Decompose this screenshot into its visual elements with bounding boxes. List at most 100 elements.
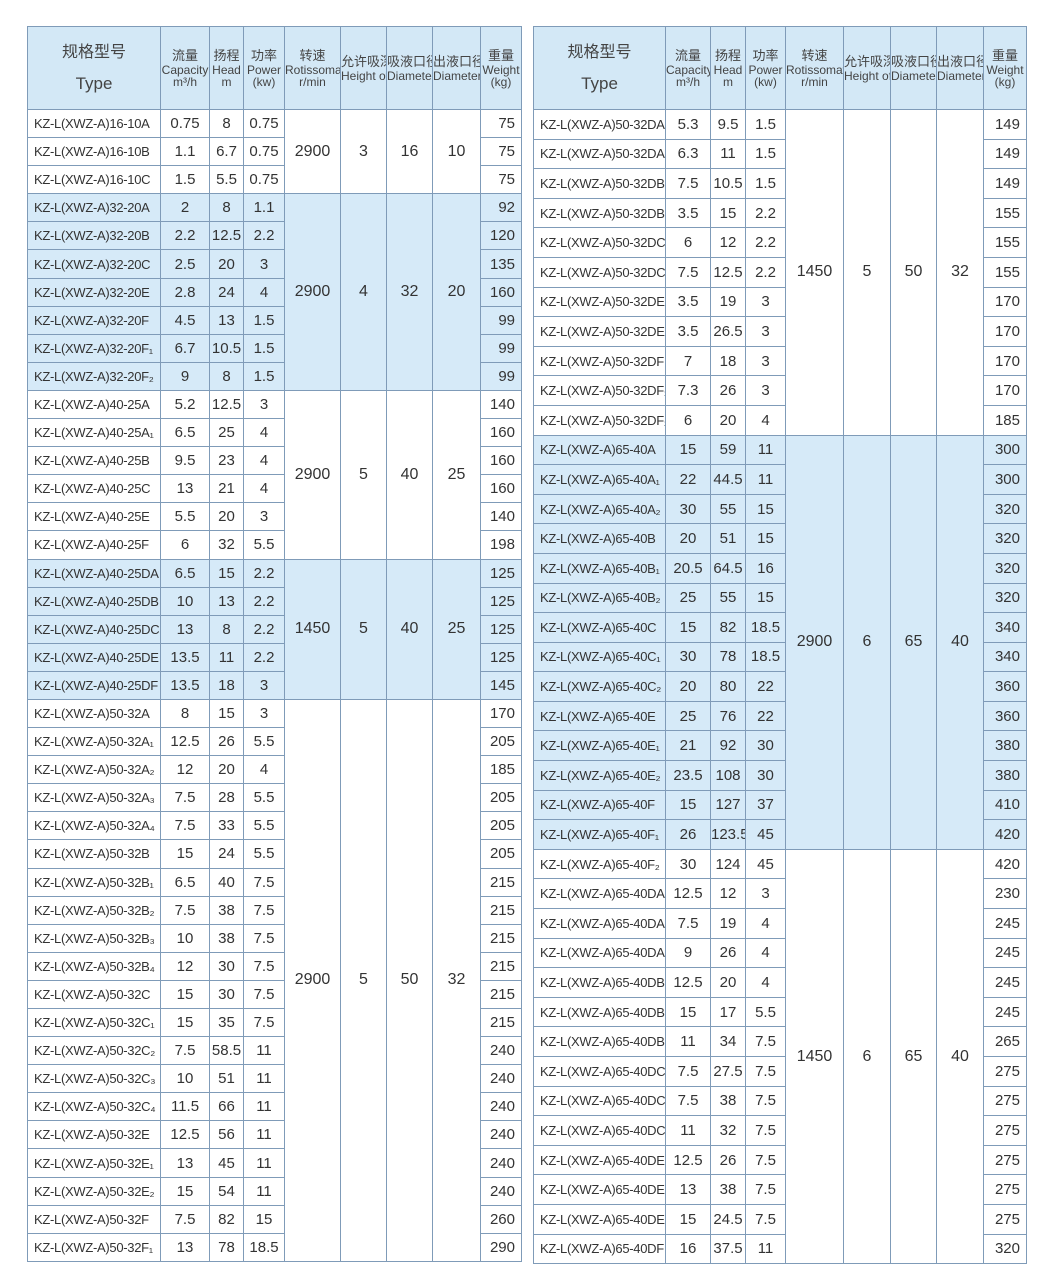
cell-head: 8 bbox=[209, 193, 244, 223]
table-row: KZ-L(XWZ-A)40-25C 13 21 4 160 bbox=[27, 474, 522, 504]
cell-weight: 240 bbox=[480, 1148, 522, 1178]
table-row: KZ-L(XWZ-A)50-32A 8 15 3 2900 5 50 32 170 bbox=[27, 698, 522, 1262]
cell-outlet: 32 bbox=[432, 698, 481, 1262]
cell-head: 12.5 bbox=[209, 389, 244, 420]
cell-head: 44.5 bbox=[710, 464, 746, 495]
cell-head: 5.5 bbox=[209, 165, 244, 195]
cell-head: 10.5 bbox=[209, 333, 244, 363]
header-suction-height: 允许吸深Height of Suciton bbox=[340, 26, 387, 110]
table-row: KZ-L(XWZ-A)50-32DC 6 12 2.2 155 bbox=[533, 227, 1027, 258]
cell-power: 37 bbox=[745, 789, 786, 821]
cell-type: KZ-L(XWZ-A)65-40DA bbox=[533, 878, 666, 910]
table-row: KZ-L(XWZ-A)50-32DB 7.5 10.5 1.5 149 bbox=[533, 168, 1027, 199]
cell-capacity: 6.5 bbox=[160, 558, 210, 588]
cell-power: 18.5 bbox=[745, 612, 786, 643]
cell-inlet: 40 bbox=[386, 558, 433, 700]
table-row: KZ-L(XWZ-A)40-25DA 6.5 15 2.2 1450 5 40 25 125 bbox=[27, 558, 522, 700]
table-row: KZ-L(XWZ-A)65-40DB 12.5 20 4 245 bbox=[533, 967, 1027, 998]
table-row: KZ-L(XWZ-A)50-32DE₁ 3.5 26.5 3 170 bbox=[533, 316, 1027, 347]
table-row: KZ-L(XWZ-A)40-25E 5.5 20 3 140 bbox=[27, 502, 522, 532]
header-unit-label: m bbox=[221, 74, 232, 89]
table-row: KZ-L(XWZ-A)65-40F 15 127 37 410 bbox=[533, 789, 1027, 821]
cell-type: KZ-L(XWZ-A)32-20E bbox=[27, 277, 161, 307]
cell-weight: 320 bbox=[983, 582, 1027, 614]
cell-power: 5.5 bbox=[243, 839, 285, 869]
cell-weight: 125 bbox=[480, 642, 522, 672]
table-row: KZ-L(XWZ-A)32-20F₂ 9 8 1.5 99 bbox=[27, 361, 522, 391]
cell-capacity: 11 bbox=[665, 1115, 711, 1146]
cell-power: 5.5 bbox=[243, 783, 285, 813]
cell-capacity: 7.5 bbox=[665, 908, 711, 939]
header-unit-label: m³/h bbox=[173, 74, 197, 89]
cell-type: KZ-L(XWZ-A)65-40DE₂ bbox=[533, 1203, 666, 1235]
header-en-label: Type bbox=[75, 73, 113, 93]
cell-weight: 198 bbox=[480, 530, 522, 560]
cell-head: 8 bbox=[209, 361, 244, 391]
header-cn-label: 流量 bbox=[674, 47, 701, 63]
cell-weight: 135 bbox=[480, 249, 522, 279]
cell-power: 3 bbox=[745, 286, 786, 318]
cell-speed: 1450 bbox=[284, 558, 341, 700]
cell-head: 18 bbox=[209, 670, 244, 700]
table-row: KZ-L(XWZ-A)65-40B₁ 20.5 64.5 16 320 bbox=[533, 552, 1027, 584]
cell-height: 4 bbox=[340, 193, 387, 391]
cell-type: KZ-L(XWZ-A)50-32DF₁ bbox=[533, 375, 666, 406]
cell-head: 55 bbox=[710, 493, 746, 525]
cell-height: 6 bbox=[843, 434, 891, 850]
cell-inlet: 40 bbox=[386, 389, 433, 560]
table-row: KZ-L(XWZ-A)50-32A₃ 7.5 28 5.5 205 bbox=[27, 783, 522, 813]
cell-head: 26 bbox=[710, 937, 746, 969]
cell-capacity: 1.1 bbox=[160, 137, 210, 167]
cell-power: 22 bbox=[745, 700, 786, 732]
cell-capacity: 13.5 bbox=[160, 642, 210, 672]
cell-capacity: 4.5 bbox=[160, 305, 210, 335]
cell-type: KZ-L(XWZ-A)16-10C bbox=[27, 165, 161, 195]
cell-head: 66 bbox=[209, 1092, 244, 1122]
cell-power: 5.5 bbox=[243, 530, 285, 560]
cell-head: 37.5 bbox=[710, 1233, 746, 1265]
cell-type: KZ-L(XWZ-A)40-25DE bbox=[27, 642, 161, 672]
header-cn-label: 重量 bbox=[487, 47, 514, 63]
table-row: KZ-L(XWZ-A)50-32F₁ 13 78 18.5 290 bbox=[27, 1232, 522, 1262]
cell-weight: 245 bbox=[983, 996, 1027, 1028]
cell-weight: 240 bbox=[480, 1092, 522, 1122]
cell-head: 26.5 bbox=[710, 316, 746, 347]
cell-power: 3 bbox=[243, 389, 285, 420]
header-en-label: Power bbox=[748, 62, 783, 77]
cell-type: KZ-L(XWZ-A)65-40DC₁ bbox=[533, 1085, 666, 1117]
cell-power: 2.2 bbox=[243, 558, 285, 588]
cell-height: 5 bbox=[340, 558, 387, 700]
table-row: KZ-L(XWZ-A)65-40DE 12.5 26 7.5 275 bbox=[533, 1144, 1027, 1176]
cell-type: KZ-L(XWZ-A)65-40DE bbox=[533, 1144, 666, 1176]
cell-capacity: 20 bbox=[665, 523, 711, 554]
table-row: KZ-L(XWZ-A)65-40A 15 59 11 2900 6 65 40 300 bbox=[533, 434, 1027, 850]
cell-type: KZ-L(XWZ-A)50-32DB bbox=[533, 168, 666, 199]
cell-capacity: 13.5 bbox=[160, 670, 210, 700]
cell-type: KZ-L(XWZ-A)50-32E bbox=[27, 1120, 161, 1150]
cell-head: 15 bbox=[209, 698, 244, 729]
cell-weight: 149 bbox=[983, 168, 1027, 199]
cell-type: KZ-L(XWZ-A)65-40DC₂ bbox=[533, 1115, 666, 1146]
cell-power: 7.5 bbox=[243, 867, 285, 897]
cell-head: 20 bbox=[710, 967, 746, 998]
cell-head: 17 bbox=[710, 996, 746, 1028]
header-capacity: 流量 Capacity m³/h bbox=[160, 26, 210, 110]
table-row: KZ-L(XWZ-A)50-32E₂ 15 54 11 240 bbox=[27, 1176, 522, 1206]
table-row: KZ-L(XWZ-A)65-40DC₁ 7.5 38 7.5 275 bbox=[533, 1085, 1027, 1117]
cell-head: 59 bbox=[710, 434, 746, 466]
header-en-label: Head bbox=[212, 62, 241, 77]
table-row: KZ-L(XWZ-A)40-25DF 13.5 18 3 145 bbox=[27, 670, 522, 700]
cell-type: KZ-L(XWZ-A)65-40DB bbox=[533, 967, 666, 998]
pump-spec-table-left: 规格型号 Type 流量 Capacity m³/h 扬程 Head m 功率 Power (kw)… bbox=[27, 26, 522, 1262]
cell-type: KZ-L(XWZ-A)65-40C₁ bbox=[533, 641, 666, 673]
cell-type: KZ-L(XWZ-A)50-32C₂ bbox=[27, 1036, 161, 1066]
cell-weight: 275 bbox=[983, 1085, 1027, 1117]
table-row: KZ-L(XWZ-A)50-32E₁ 13 45 11 240 bbox=[27, 1148, 522, 1178]
header-inlet-diameter: 吸液口径Diameter of Inlet bbox=[386, 26, 433, 110]
cell-weight: 205 bbox=[480, 839, 522, 869]
cell-head: 21 bbox=[209, 474, 244, 504]
cell-capacity: 9.5 bbox=[160, 446, 210, 476]
cell-speed: 1450 bbox=[785, 848, 844, 1265]
header-cn-label: 扬程 bbox=[714, 47, 741, 63]
cell-inlet: 50 bbox=[890, 109, 937, 436]
